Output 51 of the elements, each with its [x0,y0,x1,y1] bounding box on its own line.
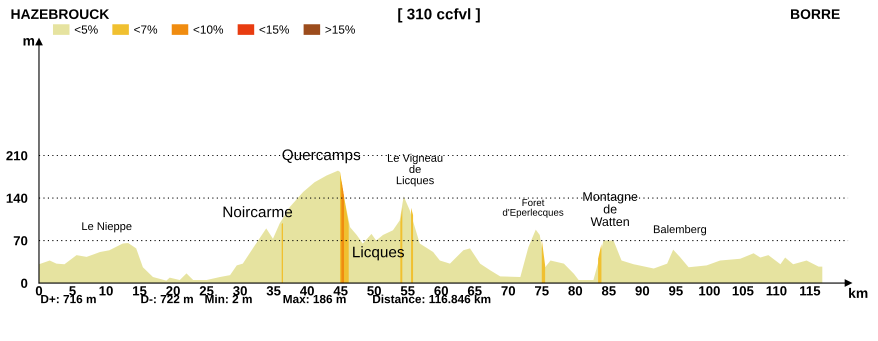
annotation: Montagne de Watten [583,192,638,226]
annotation: Licques [353,246,404,260]
annotation: Le Vigneau de Licques [388,154,442,186]
annotation: Le Nieppe [82,222,132,232]
y-tick-label: 140 [6,194,28,203]
x-tick-label: 20 [166,286,180,296]
annotation: Foret d'Eperlecques [502,199,564,218]
text: Min: 2 m [205,294,252,304]
x-tick-label: 90 [635,286,650,296]
x-tick-label: 30 [233,286,247,296]
text: HAZEBROUCK [11,9,110,20]
annotation: Noircarme [224,206,292,218]
x-tick-label: 80 [568,286,582,296]
legend-label: <15% [260,25,290,34]
x-axis-title: km [849,288,868,298]
x-tick-label: 75 [535,286,549,296]
x-tick-label: 35 [266,286,281,296]
x-tick-label: 45 [334,286,348,296]
legend-label: <7% [134,25,158,34]
chart-title: [ 310 ccfvl ] [398,8,480,22]
y-tick-label: 70 [14,236,28,246]
x-tick-label: 70 [501,286,516,296]
y-tick-label: 210 [6,151,28,160]
x-tick-label: 100 [699,286,720,296]
text: D-: 722 m [141,294,193,304]
x-tick-label: 95 [668,286,683,296]
x-tick-label: 105 [732,286,754,296]
legend-label: >15% [325,25,355,34]
x-tick-label: 10 [100,286,113,296]
x-tick-label: 115 [800,286,820,296]
x-tick-label: 25 [200,286,214,296]
annotation: Quercamps [282,149,360,164]
text: Distance: 116.846 km [373,294,490,304]
x-tick-label: 60 [434,286,448,296]
x-tick-label: 5 [69,286,76,296]
annotation: Balemberg [654,225,706,236]
legend-label: <10% [194,25,224,34]
x-tick-label: 50 [367,286,381,296]
text: BORRE [791,9,840,20]
x-tick-label: 55 [400,286,415,296]
x-tick-label: 65 [468,286,482,296]
x-tick-label: 110 [766,286,787,296]
legend-label: <5% [74,25,98,34]
y-axis-title: m [24,38,34,46]
text: Max: 186 m [284,294,346,304]
x-tick-label: 40 [300,286,314,296]
y-tick-label: 0 [21,278,28,288]
x-tick-label: 0 [36,286,42,296]
text: D+: 716 m [41,294,96,304]
x-tick-label: 85 [602,286,616,296]
x-tick-label: 15 [133,286,147,296]
